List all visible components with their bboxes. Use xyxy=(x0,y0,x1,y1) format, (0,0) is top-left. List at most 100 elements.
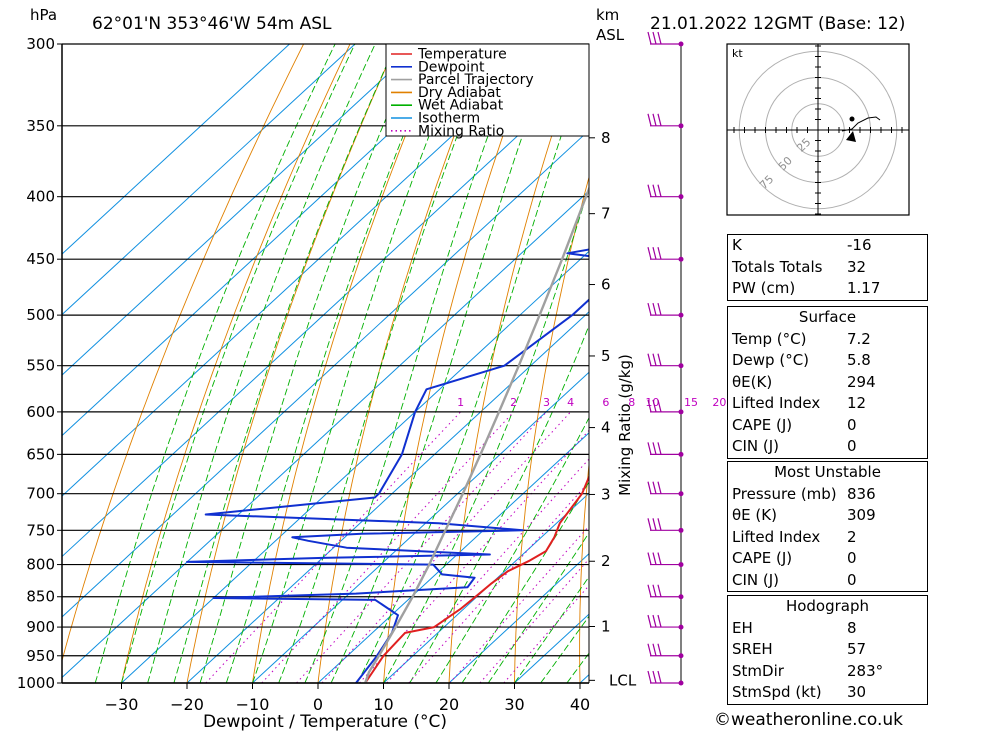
dry-adiabat-line xyxy=(986,44,1000,683)
dry-adiabat-line xyxy=(643,44,722,683)
table-row-label: StmDir xyxy=(732,661,784,680)
series-dewpoint xyxy=(186,248,589,684)
table-row: Pressure (mb) 836 xyxy=(728,484,927,506)
isotherm-line xyxy=(62,44,552,497)
wind-barb-dot xyxy=(678,653,684,659)
wind-barb-flag xyxy=(647,643,652,656)
asl-label: ASL xyxy=(596,26,625,44)
isotherm-line xyxy=(186,311,589,684)
wind-barb-dot xyxy=(678,256,684,262)
wind-barb-flag xyxy=(652,184,657,197)
dry-adiabat-line xyxy=(448,44,583,684)
temperature-tick-label: 40 xyxy=(570,695,590,714)
wind-barb-flag xyxy=(657,614,662,628)
hodograph-table: Hodograph EH 8 SREH 57 StmDir 283° StmSpd (kt) 3… xyxy=(727,595,928,705)
wind-barb-dot xyxy=(678,624,684,630)
wind-barb-flag xyxy=(652,399,657,413)
wind-barb-flag xyxy=(647,353,652,366)
table-row-label: CIN (J) xyxy=(732,437,780,455)
wet-adiabat-line xyxy=(514,575,589,684)
wind-barb-flag xyxy=(647,399,652,413)
pressure-tick-label: 650 xyxy=(26,445,55,463)
wind-barb-flag xyxy=(657,670,662,684)
x-axis-label: Dewpoint / Temperature (°C) xyxy=(203,712,447,732)
wind-barb-dot xyxy=(678,363,684,369)
pressure-tick-label: 350 xyxy=(26,117,55,135)
isotherm-line xyxy=(62,129,589,618)
mixing-ratio-axis-label: Mixing Ratio (g/kg) xyxy=(616,354,634,496)
wet-adiabat-line xyxy=(225,44,442,684)
table-row: CAPE (J) 0 xyxy=(728,415,927,437)
table-row-value: 8 xyxy=(847,618,857,637)
pressure-tick-label: 400 xyxy=(26,188,55,206)
temperature-tick-label: 0 xyxy=(313,695,323,714)
wind-barb-flag xyxy=(647,518,652,531)
most-unstable-table: Most Unstable Pressure (mb) 836 θE (K) 309 Li… xyxy=(727,461,928,592)
isotherm-line xyxy=(62,44,421,376)
temperature-tick-label: 20 xyxy=(439,695,459,714)
km-tick-label: 5 xyxy=(601,347,611,365)
dry-adiabat-line xyxy=(514,175,589,684)
series-temperature xyxy=(364,474,589,684)
table-row: Dewp (°C) 5.8 xyxy=(728,350,927,372)
table-row: Lifted Index 2 xyxy=(728,527,927,549)
wind-barb-dot xyxy=(678,123,684,129)
km-tick-label: 3 xyxy=(601,485,611,503)
table-row-label: EH xyxy=(732,618,753,637)
wind-barb-flag xyxy=(652,31,657,45)
credit-text: ©weatheronline.co.uk xyxy=(714,710,904,730)
table-row-label: K xyxy=(732,236,742,254)
wind-barb-flag xyxy=(647,31,652,45)
temperature-tick-label: −20 xyxy=(170,695,204,714)
wind-barb-flag xyxy=(657,113,662,126)
wind-barb-flag xyxy=(652,584,657,597)
mixing-ratio-label: 10 xyxy=(645,396,659,409)
table-row-value: 0 xyxy=(847,437,857,455)
isotherm-line xyxy=(121,250,589,684)
wind-barb-flag xyxy=(647,302,652,316)
temperature-tick-label: −30 xyxy=(105,695,139,714)
isotherm-line xyxy=(317,432,589,684)
legend-entry: Dry Adiabat xyxy=(418,85,501,101)
wind-barb-flag xyxy=(647,552,652,565)
wet-adiabat-line xyxy=(121,44,356,684)
table-row-label: θE (K) xyxy=(732,506,777,524)
wet-adiabat-line xyxy=(330,44,556,684)
dry-adiabat-line xyxy=(932,44,973,683)
table-row: K -16 xyxy=(728,235,927,257)
legend-entry: Temperature xyxy=(417,47,507,63)
pressure-tick-label: 1000 xyxy=(17,674,55,692)
series-parcel-trajectory xyxy=(364,185,589,684)
wind-barb-flag xyxy=(652,518,657,531)
pressure-tick-label: 550 xyxy=(26,357,55,375)
wet-adiabat-line xyxy=(540,615,589,684)
location-title: 62°01'N 353°46'W 54m ASL xyxy=(92,14,332,34)
mixing-ratio-label: 3 xyxy=(543,396,550,409)
table-row-label: Lifted Index xyxy=(732,394,821,412)
temperature-tick-label: −10 xyxy=(236,695,270,714)
table-row-value: 57 xyxy=(847,640,867,658)
table-row-value: 12 xyxy=(847,394,867,412)
wind-barb-flag xyxy=(647,670,652,684)
table-row: StmDir 283° xyxy=(728,661,927,683)
table-row-label: Temp (°C) xyxy=(732,329,807,348)
table-row-label: CIN (J) xyxy=(732,570,780,589)
km-label: km xyxy=(596,6,619,24)
mixing-ratio-line xyxy=(205,411,461,684)
wind-barb-flag xyxy=(657,552,662,565)
table-row-label: PW (cm) xyxy=(732,279,796,297)
legend-entry: Isotherm xyxy=(418,111,480,127)
dry-adiabat-line xyxy=(186,44,397,684)
table-row: θE(K) 294 xyxy=(728,372,927,394)
temperature-tick-label: 10 xyxy=(373,695,393,714)
isotherm-line xyxy=(448,553,589,684)
table-row-value: 2 xyxy=(847,527,857,546)
table-row: PW (cm) 1.17 xyxy=(728,278,927,300)
wind-barb-flag xyxy=(652,113,657,126)
table-row: Totals Totals 32 xyxy=(728,257,927,279)
pressure-tick-label: 500 xyxy=(26,306,55,324)
wet-adiabat-line xyxy=(147,44,376,684)
table-row: θE (K) 309 xyxy=(728,505,927,527)
wind-barb-flag xyxy=(657,247,662,260)
mixing-ratio-label: 1 xyxy=(457,396,464,409)
